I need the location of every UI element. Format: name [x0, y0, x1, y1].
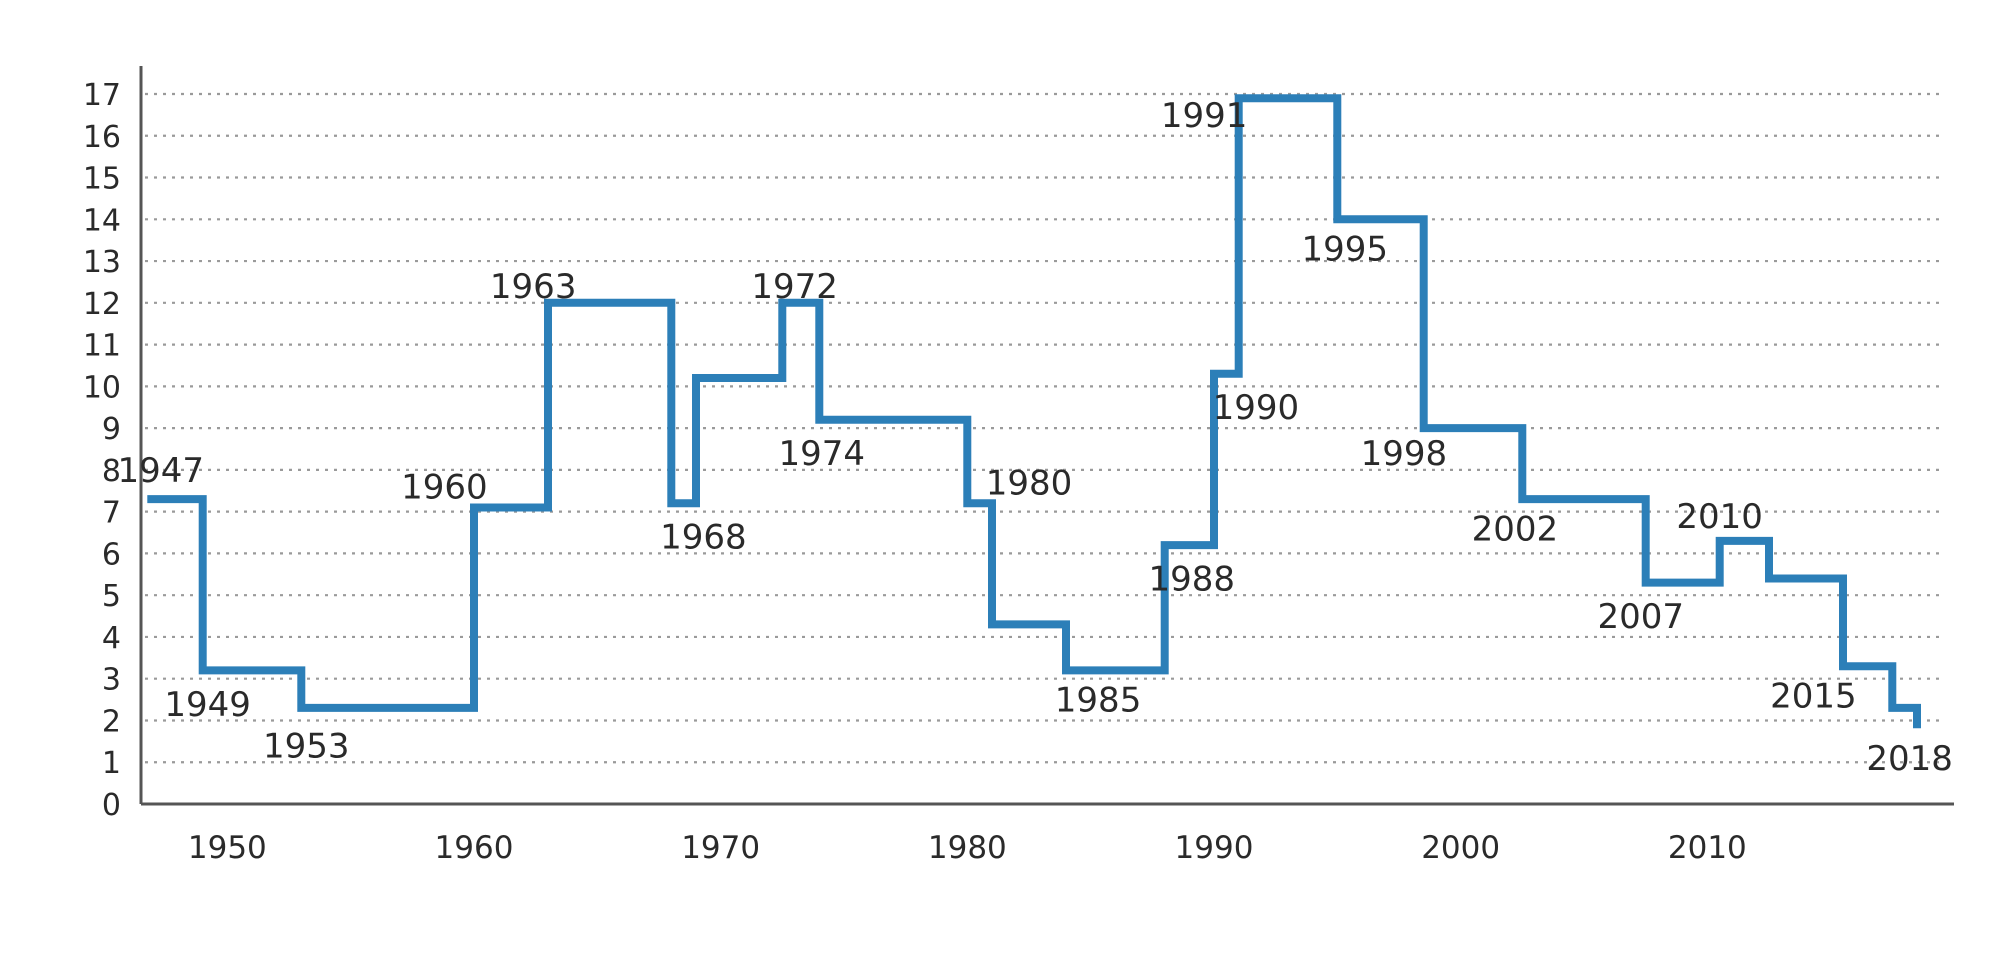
- x-tick-labels: 1950 1960 1970 1980 1990 2000 2010: [188, 830, 1747, 866]
- year-annotation: 1991: [1161, 96, 1248, 136]
- year-annotation: 2010: [1676, 497, 1763, 537]
- axes: [139, 66, 1954, 806]
- y-tick-label: 9: [102, 412, 121, 447]
- x-tick-label: 1960: [435, 830, 514, 866]
- year-annotations: 1947 1949 1953 1960 1963 1968 1972 1974 1980 1985…: [117, 96, 1952, 779]
- year-annotation: 2002: [1472, 509, 1559, 549]
- y-tick-label: 2: [102, 704, 121, 739]
- y-tick-label: 15: [83, 162, 121, 197]
- year-annotation: 1949: [164, 685, 251, 725]
- year-annotation: 1985: [1055, 681, 1142, 721]
- series: [147, 94, 1921, 729]
- year-annotation: 1953: [263, 727, 350, 767]
- year-annotation: 2007: [1597, 597, 1684, 637]
- interest-rate-step-line: [147, 94, 1921, 729]
- x-tick-label: 1980: [928, 830, 1007, 866]
- x-tick-label: 2010: [1668, 830, 1747, 866]
- year-annotation: 1947: [117, 451, 204, 491]
- y-tick-label: 14: [83, 203, 121, 238]
- year-annotation: 1974: [779, 434, 866, 474]
- year-annotation: 2018: [1866, 739, 1953, 779]
- year-annotation: 1972: [751, 267, 838, 307]
- year-annotation: 1960: [401, 468, 488, 508]
- y-tick-label: 12: [83, 287, 121, 322]
- year-annotation: 1980: [986, 463, 1073, 503]
- y-tick-label: 0: [102, 788, 121, 823]
- x-tick-label: 1970: [681, 830, 760, 866]
- year-annotation: 1990: [1213, 388, 1300, 428]
- year-annotation: 1998: [1361, 434, 1448, 474]
- x-tick-label: 1950: [188, 830, 267, 866]
- year-annotation: 1963: [490, 267, 577, 307]
- y-tick-label: 8: [102, 454, 121, 489]
- y-tick-label: 1: [102, 746, 121, 781]
- y-tick-label: 16: [83, 120, 121, 155]
- year-annotation: 1968: [660, 518, 747, 558]
- y-tick-label: 11: [83, 329, 121, 364]
- y-tick-label: 4: [102, 621, 121, 656]
- year-annotation: 1988: [1149, 559, 1236, 599]
- y-tick-label: 3: [102, 663, 121, 698]
- y-tick-label: 10: [83, 370, 121, 405]
- year-annotation: 2015: [1770, 676, 1857, 716]
- x-tick-label: 1990: [1175, 830, 1254, 866]
- y-tick-label: 7: [102, 496, 121, 531]
- x-tick-label: 2000: [1421, 830, 1500, 866]
- y-tick-label: 6: [102, 537, 121, 572]
- gridlines: [145, 92, 1942, 764]
- y-tick-label: 17: [83, 78, 121, 113]
- y-tick-label: 5: [102, 579, 121, 614]
- y-tick-label: 13: [83, 245, 121, 280]
- year-annotation: 1995: [1301, 230, 1388, 270]
